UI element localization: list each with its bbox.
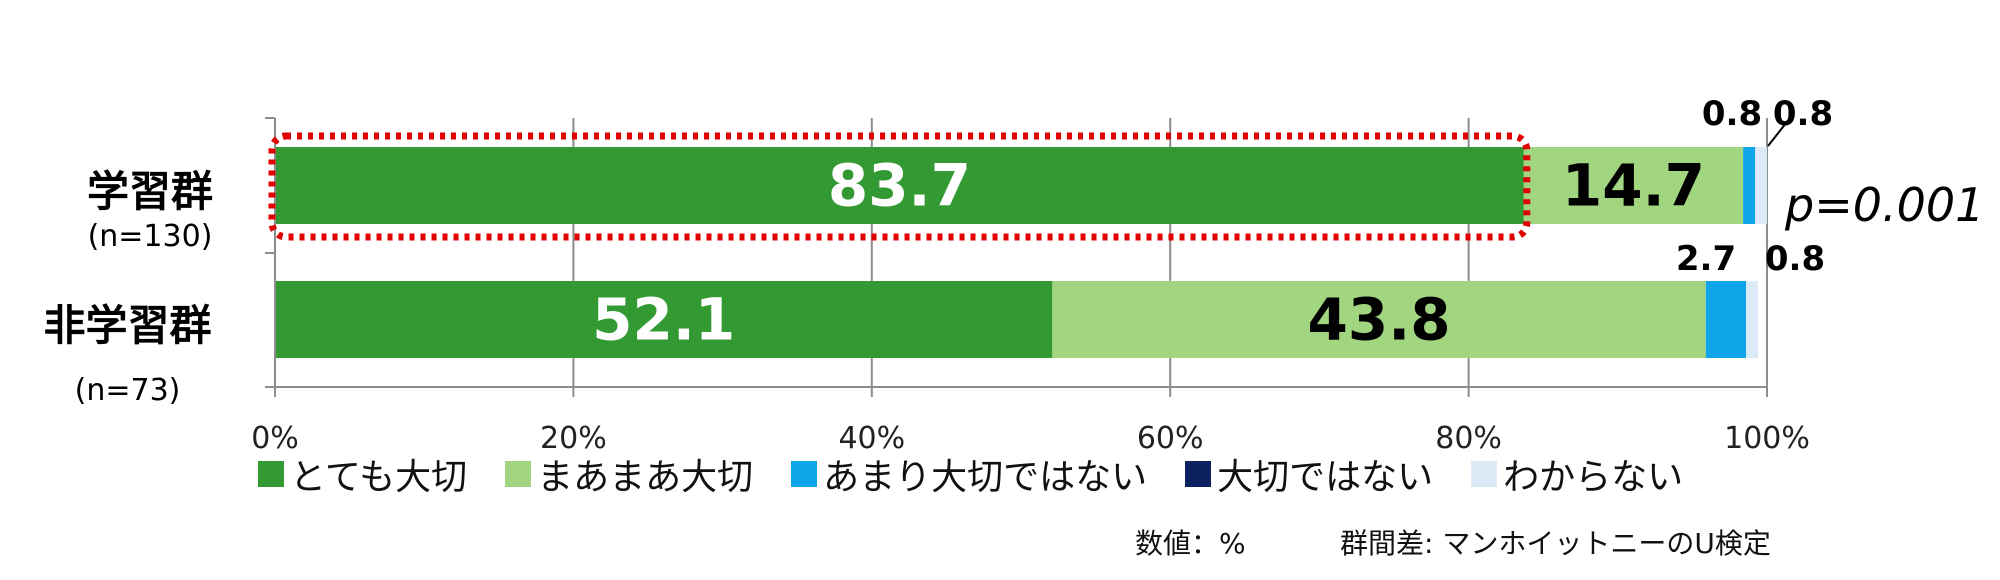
bar-segment [1743, 147, 1756, 224]
data-labels: 83.7 14.752.1 43.80.8 0.82.7 0.8 [592, 94, 1833, 354]
data-label: 43.8 [1308, 286, 1451, 354]
category-label-1: 非学習群 (n=73) [15, 292, 240, 408]
legend-label: 大切ではない [1217, 457, 1434, 498]
legend-swatch [1471, 461, 1498, 487]
legend-item-3: 大切ではない [1185, 448, 1433, 500]
category-n: (n=130) [87, 219, 213, 254]
category-name: 学習群 [86, 167, 213, 216]
units-footnote: 数値：% [1135, 527, 1246, 560]
x-tick-label: 100% [1724, 421, 1810, 456]
bar-segment [1052, 281, 1706, 358]
x-tick-label: 40% [838, 421, 905, 456]
legend-swatch [505, 461, 532, 487]
x-tick-label: 80% [1435, 421, 1502, 456]
legend-swatch [791, 461, 818, 487]
x-tick-label: 20% [540, 421, 607, 456]
bar-segment [1746, 281, 1759, 358]
data-label: 2.7 [1676, 239, 1736, 279]
leader-line [1767, 117, 1791, 147]
data-label: 0.8 [1702, 94, 1762, 134]
data-label: 0.8 [1765, 239, 1825, 279]
legend-item-0: とても大切 [258, 448, 467, 500]
legend: とても大切 まあまあ大切 あまり大切ではない 大切ではない わからない [258, 448, 1721, 500]
legend-label: あまり大切ではない [823, 457, 1148, 498]
data-label: 14.7 [1562, 152, 1705, 220]
legend-item-1: まあまあ大切 [505, 448, 753, 500]
legend-swatch [258, 461, 284, 487]
category-n: (n=73) [74, 373, 181, 408]
bars [275, 147, 1767, 358]
bar-segment [275, 281, 1053, 358]
p-value-annotation: p=0.001 [1785, 178, 1985, 232]
legend-swatch [1185, 461, 1212, 487]
x-tick-label: 0% [251, 421, 299, 456]
category-name: 非学習群 [43, 301, 212, 350]
bar-segment [1755, 147, 1767, 224]
legend-label: まあまあ大切 [537, 457, 754, 498]
legend-label: とても大切 [290, 457, 468, 498]
legend-item-2: あまり大切ではない [791, 448, 1147, 500]
bar-segment [1523, 147, 1744, 224]
bar-segment [1705, 281, 1747, 358]
data-label: 52.1 [592, 286, 735, 354]
test-footnote: 群間差: マンホイットニーのU検定 [1340, 527, 1771, 560]
data-label: 83.7 [828, 152, 971, 220]
bar-segment [275, 147, 1524, 224]
x-tick-label: 60% [1137, 421, 1204, 456]
legend-item-4: わからない [1471, 448, 1683, 500]
legend-label: わからない [1503, 457, 1684, 498]
x-tick-labels: 0% 20% 40% 60% 80% 100% [251, 421, 1810, 456]
category-label-0: 学習群 (n=130) [60, 158, 240, 254]
